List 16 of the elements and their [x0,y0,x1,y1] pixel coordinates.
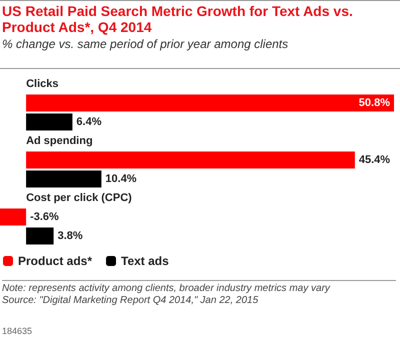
chart-subtitle: % change vs. same period of prior year among clients [2,37,290,51]
chart-title: US Retail Paid Search Metric Growth for Text Ads vs. Product Ads*, Q4 2014 [2,3,354,35]
y-tick-label: Cost per click (CPC) [26,192,132,204]
data-label: 50.8% [358,96,390,109]
data-label: 10.4% [105,173,137,186]
y-tick-label: Clicks [26,78,58,90]
legend-label: Product ads* [18,254,92,268]
source-note: Source: "Digital Marketing Report Q4 2014," Jan 22, 2015 [2,295,258,306]
text: Note: represents activity among clients, broader industry metrics may vary [2,283,330,294]
data-label: 45.4% [358,154,390,166]
y-tick-label: Ad spending [26,135,93,147]
data-label: -3.6% [30,210,60,223]
data-label: 6.4% [76,116,102,128]
legend-label: Text ads [121,254,170,268]
text: 184635 [2,326,32,336]
data-label: 3.8% [58,230,83,242]
